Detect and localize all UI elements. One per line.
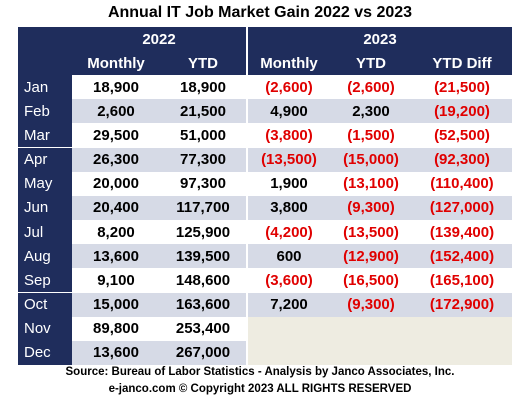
value-cell: (172,900) (412, 292, 512, 317)
value-cell: 2,300 (330, 99, 412, 124)
value-cell: 8,200 (72, 220, 160, 245)
value-cell: (19,200) (412, 99, 512, 124)
month-label: Jul (18, 220, 72, 245)
value-cell: 21,500 (160, 99, 248, 124)
month-label: Dec (18, 340, 72, 365)
value-cell: 20,000 (72, 171, 160, 196)
month-label: May (18, 171, 72, 196)
empty-cell (412, 340, 512, 365)
value-cell: (16,500) (330, 268, 412, 293)
month-label: Aug (18, 244, 72, 269)
value-cell: (110,400) (412, 171, 512, 196)
value-cell: 117,700 (160, 195, 248, 220)
value-cell: (139,400) (412, 220, 512, 245)
value-cell: (21,500) (412, 75, 512, 100)
value-cell: (13,500) (248, 147, 330, 172)
value-cell: 18,900 (72, 75, 160, 100)
value-cell: 253,400 (160, 316, 248, 341)
value-cell: 2,600 (72, 99, 160, 124)
month-label: Mar (18, 123, 72, 148)
column-header: YTD (160, 52, 248, 75)
value-cell: (92,300) (412, 147, 512, 172)
value-cell: 267,000 (160, 340, 248, 365)
month-label: Feb (18, 99, 72, 124)
empty-cell (412, 316, 512, 341)
copyright: e-janco.com © Copyright 2023 ALL RIGHTS … (108, 383, 412, 395)
value-cell: 13,600 (72, 244, 160, 269)
value-cell: (3,800) (248, 123, 330, 148)
value-cell: 163,600 (160, 292, 248, 317)
column-header: Monthly (72, 52, 160, 75)
column-header: YTD Diff (412, 52, 512, 75)
value-cell: (15,000) (330, 147, 412, 172)
month-label: Sep (18, 268, 72, 293)
value-cell: 139,500 (160, 244, 248, 269)
column-header: Monthly (248, 52, 330, 75)
value-cell: (165,100) (412, 268, 512, 293)
value-cell: 13,600 (72, 340, 160, 365)
value-cell: 51,000 (160, 123, 248, 148)
value-cell: (9,300) (330, 195, 412, 220)
value-cell: 77,300 (160, 147, 248, 172)
value-cell: 89,800 (72, 316, 160, 341)
column-header: YTD (330, 52, 412, 75)
empty-cell (330, 340, 412, 365)
value-cell: 20,400 (72, 195, 160, 220)
value-cell: (2,600) (330, 75, 412, 100)
value-cell: (52,500) (412, 123, 512, 148)
value-cell: 4,900 (248, 99, 330, 124)
group-header: 2023 (248, 27, 512, 52)
header-corner (18, 27, 72, 75)
value-cell: (1,500) (330, 123, 412, 148)
value-cell: 9,100 (72, 268, 160, 293)
value-cell: (13,500) (330, 220, 412, 245)
value-cell: 148,600 (160, 268, 248, 293)
group-header: 2022 (72, 27, 248, 52)
month-label: Apr (18, 147, 72, 172)
value-cell: 29,500 (72, 123, 160, 148)
empty-cell (248, 316, 330, 341)
month-label: Jan (18, 75, 72, 100)
empty-cell (330, 316, 412, 341)
value-cell: 18,900 (160, 75, 248, 100)
value-cell: (127,000) (412, 195, 512, 220)
value-cell: (2,600) (248, 75, 330, 100)
value-cell: 26,300 (72, 147, 160, 172)
value-cell: (4,200) (248, 220, 330, 245)
value-cell: 97,300 (160, 171, 248, 196)
source: Source: Bureau of Labor Statistics - Ana… (65, 366, 455, 378)
value-cell: 15,000 (72, 292, 160, 317)
value-cell: 1,900 (248, 171, 330, 196)
empty-cell (248, 340, 330, 365)
month-label: Oct (18, 292, 72, 317)
value-cell: (9,300) (330, 292, 412, 317)
value-cell: 125,900 (160, 220, 248, 245)
month-label: Nov (18, 316, 72, 341)
title: Annual IT Job Market Gain 2022 vs 2023 (107, 4, 413, 21)
value-cell: 7,200 (248, 292, 330, 317)
value-cell: (152,400) (412, 244, 512, 269)
value-cell: (12,900) (330, 244, 412, 269)
value-cell: (13,100) (330, 171, 412, 196)
month-label: Jun (18, 195, 72, 220)
value-cell: (3,600) (248, 268, 330, 293)
value-cell: 3,800 (248, 195, 330, 220)
value-cell: 600 (248, 244, 330, 269)
